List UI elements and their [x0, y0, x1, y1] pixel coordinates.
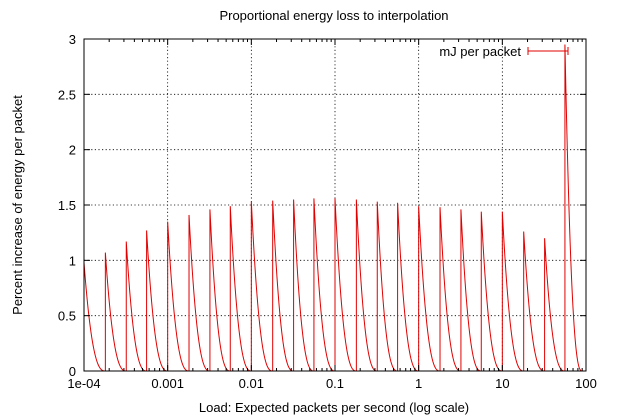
y-tick-label: 2 [69, 143, 76, 158]
chart-title: Proportional energy loss to interpolatio… [219, 8, 448, 23]
series-line [83, 44, 583, 372]
legend-label: mJ per packet [439, 44, 521, 59]
y-tick-label: 2.5 [58, 87, 76, 102]
x-tick-label: 0.1 [326, 376, 344, 391]
x-tick-label: 10 [495, 376, 509, 391]
series-layer [83, 44, 583, 372]
y-tick-label: 1.5 [58, 198, 76, 213]
ticks: 1e-04 0.001 0.01 0.1 1 10 100 0 0.5 1 1.5 2 2.5 3 [58, 32, 597, 391]
y-tick-label: 0 [69, 364, 76, 379]
y-tick-label: 1 [69, 253, 76, 268]
x-tick-label: 100 [575, 376, 597, 391]
x-tick-label: 1 [415, 376, 422, 391]
y-tick-label: 0.5 [58, 309, 76, 324]
x-tick-label: 0.001 [151, 376, 184, 391]
y-tick-label: 3 [69, 32, 76, 47]
x-axis-label: Load: Expected packets per second (log s… [199, 400, 469, 415]
legend: mJ per packet [439, 44, 569, 59]
x-tick-label: 0.01 [239, 376, 264, 391]
y-axis-label: Percent increase of energy per packet [10, 95, 25, 315]
x-tick-label: 1e-04 [67, 376, 100, 391]
